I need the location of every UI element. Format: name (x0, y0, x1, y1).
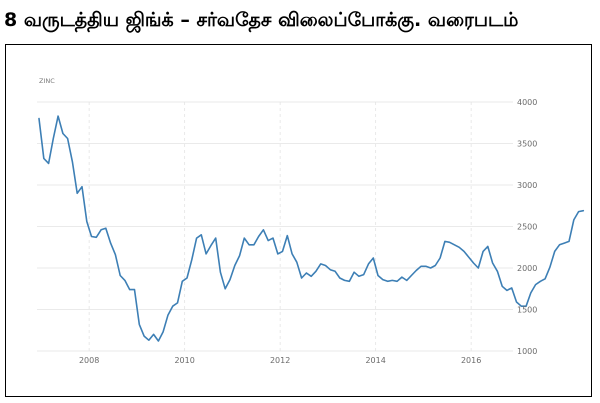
tick-layer: 1000 1500 2000 2500 3000 3500 4000 2008 2010 2012… (79, 98, 537, 365)
series-line-0 (38, 115, 585, 342)
y-tick-label: 3500 (517, 140, 537, 149)
x-tick-label: 2014 (365, 356, 385, 365)
x-tick-label: 2016 (461, 356, 481, 365)
series-layer (38, 115, 585, 342)
y-tick-label: 1500 (517, 306, 537, 315)
y-tick-label: 2500 (517, 223, 537, 232)
x-tick-label: 2008 (79, 356, 99, 365)
y-tick-label: 3000 (517, 181, 537, 190)
zinc-price-line-chart: 1000 1500 2000 2500 3000 3500 4000 2008 2010 2012… (37, 77, 585, 365)
y-tick-label: 2000 (517, 264, 537, 273)
page-title: 8 வருடத்திய ஜிங்க் – சர்வதேச விலைப்போக்க… (4, 9, 519, 31)
y-tick-label: 4000 (517, 98, 537, 107)
x-tick-label: 2010 (174, 356, 194, 365)
grid-layer (37, 101, 513, 352)
series-label: ZINC (39, 77, 55, 85)
y-tick-label: 1000 (517, 347, 537, 356)
chart-frame: 1000 1500 2000 2500 3000 3500 4000 2008 2010 2012… (5, 44, 592, 397)
x-tick-label: 2012 (270, 356, 290, 365)
